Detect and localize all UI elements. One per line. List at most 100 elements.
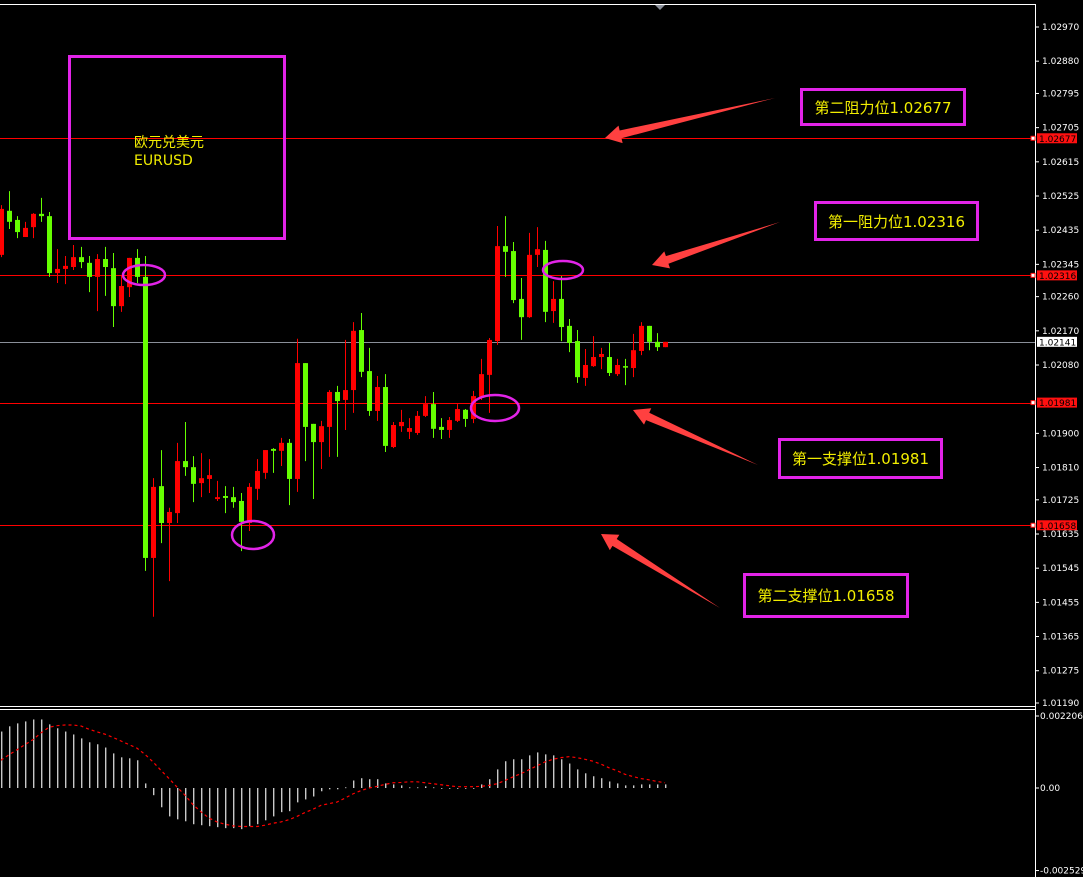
macd-histogram-bar bbox=[657, 784, 659, 788]
highlight-ellipse bbox=[541, 259, 585, 281]
macd-histogram-bar bbox=[97, 744, 99, 788]
candle-down bbox=[647, 325, 652, 342]
macd-histogram-bar bbox=[601, 778, 603, 788]
candle-up bbox=[127, 257, 132, 288]
macd-histogram-bar bbox=[177, 788, 179, 820]
macd-histogram-bar bbox=[273, 788, 275, 817]
macd-histogram-bar bbox=[321, 788, 323, 792]
macd-tick-label: -0.002529 bbox=[1040, 867, 1083, 877]
macd-histogram-bar bbox=[649, 784, 651, 788]
level-handle-icon bbox=[1030, 400, 1036, 406]
candle-up bbox=[615, 365, 620, 375]
macd-histogram-bar bbox=[441, 788, 443, 789]
candle-up bbox=[639, 325, 644, 351]
chart-frame bbox=[0, 4, 1036, 877]
arrow-icon bbox=[652, 222, 780, 269]
price-tick-label: 1.01190 bbox=[1042, 699, 1079, 709]
macd-histogram-bar bbox=[41, 719, 43, 788]
macd-histogram-bar bbox=[449, 788, 451, 789]
candle-up bbox=[263, 450, 268, 473]
support-1-label: 第一支撑位1.01981 bbox=[778, 438, 943, 479]
candle-down bbox=[111, 268, 116, 307]
candle-up bbox=[63, 265, 68, 269]
resistance-1-label: 第一阻力位1.02316 bbox=[814, 201, 979, 241]
macd-histogram-bar bbox=[137, 760, 139, 788]
candle-up bbox=[175, 461, 180, 514]
arrow-icon bbox=[633, 408, 758, 465]
macd-histogram-bar bbox=[105, 747, 107, 788]
candle-up bbox=[343, 390, 348, 400]
macd-histogram-bar bbox=[401, 785, 403, 788]
macd-histogram-bar bbox=[65, 731, 67, 788]
macd-histogram-bar bbox=[665, 784, 667, 788]
level-price-tag bbox=[1037, 397, 1077, 408]
candle-up bbox=[455, 409, 460, 421]
macd-histogram-bar bbox=[225, 788, 227, 829]
macd-histogram-bar bbox=[233, 788, 235, 829]
candle-down bbox=[39, 213, 44, 217]
candle-down bbox=[223, 496, 228, 498]
candle-up bbox=[215, 497, 220, 500]
candle-up bbox=[375, 387, 380, 411]
macd-histogram-bar bbox=[265, 788, 267, 821]
macd-histogram-bar bbox=[513, 759, 515, 788]
level-price-tag bbox=[1037, 520, 1077, 531]
macd-histogram-bar bbox=[353, 780, 355, 788]
highlight-ellipse bbox=[121, 263, 167, 287]
macd-histogram-bar bbox=[249, 788, 251, 827]
symbol-name-cn: 欧元兑美元 bbox=[134, 135, 204, 151]
level-price-label: 1.02316 bbox=[1039, 272, 1076, 282]
candles bbox=[0, 191, 668, 617]
arrow-icon bbox=[605, 98, 775, 144]
chart-shift-marker-icon[interactable] bbox=[655, 5, 665, 10]
macd-histogram-bar bbox=[297, 788, 299, 803]
candle-up bbox=[31, 213, 36, 228]
price-axis[interactable]: 1.02970 1.02880 1.02795 1.02705 1.02615 1.025… bbox=[1030, 23, 1079, 709]
macd-histogram-bar bbox=[129, 758, 131, 788]
candle-up bbox=[599, 353, 604, 358]
level-price-tag bbox=[1037, 133, 1077, 144]
macd-histogram-bar bbox=[489, 779, 491, 788]
candle-up bbox=[247, 486, 252, 523]
level-handle-icon bbox=[1030, 272, 1036, 278]
candle-up bbox=[471, 396, 476, 419]
candle-up bbox=[407, 428, 412, 432]
macd-histogram-bar bbox=[433, 787, 435, 789]
macd-histogram-bar bbox=[161, 788, 163, 808]
level-lines bbox=[0, 138, 1035, 526]
macd-histogram-bar bbox=[217, 788, 219, 828]
macd-histogram-bar bbox=[337, 788, 339, 790]
candle-up bbox=[479, 374, 484, 397]
price-tick-label: 1.02705 bbox=[1042, 124, 1079, 134]
candle-down bbox=[191, 467, 196, 484]
candle-down bbox=[135, 257, 140, 277]
candle-down bbox=[559, 298, 564, 328]
current-price-label: 1.02141 bbox=[1039, 338, 1076, 348]
annotation-shapes bbox=[121, 98, 780, 608]
macd-tick-label: 0.00 bbox=[1040, 784, 1060, 794]
macd-signal-line bbox=[0, 724, 666, 828]
macd-histogram-bar bbox=[569, 763, 571, 788]
macd-histogram-bar bbox=[385, 783, 387, 788]
candle-down bbox=[359, 330, 364, 372]
candle-up bbox=[527, 254, 532, 318]
macd-panel bbox=[0, 719, 667, 830]
candle-up bbox=[71, 257, 76, 268]
highlight-ellipse bbox=[469, 393, 521, 423]
candle-down bbox=[519, 298, 524, 318]
candle-up bbox=[279, 442, 284, 451]
price-tick-label: 1.02170 bbox=[1042, 327, 1079, 337]
candle-down bbox=[623, 366, 628, 368]
price-tick-label: 1.01365 bbox=[1042, 633, 1079, 643]
macd-histogram-bar bbox=[345, 787, 347, 789]
macd-histogram-bar bbox=[465, 788, 467, 789]
candle-down bbox=[79, 257, 84, 263]
macd-histogram-bar bbox=[393, 784, 395, 788]
macd-histogram-bar bbox=[33, 719, 35, 788]
price-tick-label: 1.02615 bbox=[1042, 158, 1079, 168]
price-tick-label: 1.01810 bbox=[1042, 464, 1079, 474]
candle-up bbox=[415, 415, 420, 433]
macd-histogram-bar bbox=[561, 759, 563, 788]
candle-up bbox=[95, 259, 100, 277]
